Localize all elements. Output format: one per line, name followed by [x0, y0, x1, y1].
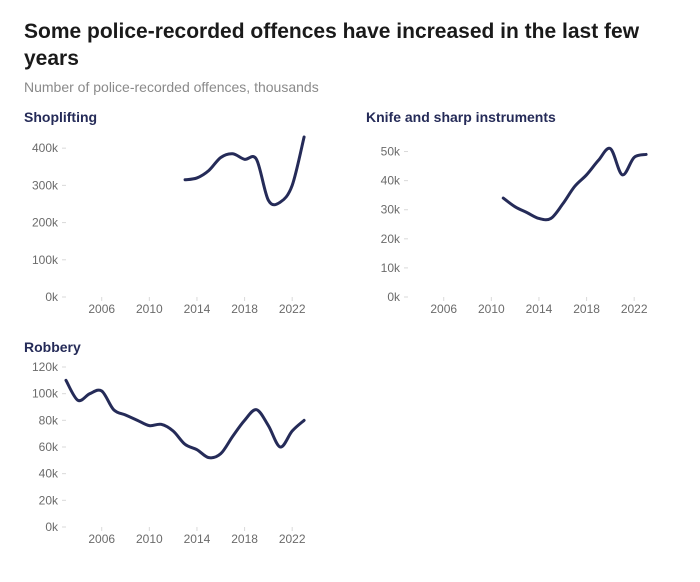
series-line-shoplifting — [185, 137, 304, 205]
x-tick-label: 2014 — [184, 302, 211, 316]
x-tick-label: 2022 — [279, 532, 306, 546]
y-tick-label: 50k — [381, 144, 401, 158]
x-tick-label: 2022 — [279, 302, 306, 316]
chart-svg-shoplifting: 0k 100k 200k 300k 400k 2006 2010 2014 2018 2022 — [24, 131, 324, 321]
panel-title-knife: Knife and sharp instruments — [366, 109, 676, 125]
series-line-knife — [503, 148, 646, 220]
chart-panel-robbery: Robbery 0k 20k 40k 60k 80k 100k 120k 2006 2010 201… — [24, 339, 334, 551]
page-subtitle: Number of police-recorded offences, thou… — [24, 79, 676, 95]
y-tick-label: 400k — [32, 141, 59, 155]
x-tick-label: 2018 — [231, 532, 258, 546]
x-tick-label: 2014 — [184, 532, 211, 546]
chart-grid: Shoplifting 0k 100k 200k 300k 400k 2006 2010 201… — [24, 109, 676, 551]
y-tick-label: 0k — [387, 290, 401, 304]
x-tick-label: 2018 — [573, 302, 600, 316]
chart-panel-knife: Knife and sharp instruments 0k 10k 20k 30k 40… — [366, 109, 676, 321]
chart-svg-robbery: 0k 20k 40k 60k 80k 100k 120k 2006 2010 2014 2018 20… — [24, 361, 324, 551]
y-tick-label: 100k — [32, 252, 59, 266]
y-tick-label: 60k — [39, 440, 59, 454]
y-tick-label: 40k — [39, 466, 59, 480]
y-tick-label: 120k — [32, 361, 59, 374]
y-tick-label: 20k — [381, 231, 401, 245]
y-tick-label: 300k — [32, 178, 59, 192]
y-tick-label: 80k — [39, 413, 59, 427]
x-tick-label: 2010 — [136, 302, 163, 316]
panel-title-robbery: Robbery — [24, 339, 334, 355]
panel-title-shoplifting: Shoplifting — [24, 109, 334, 125]
y-tick-label: 10k — [381, 261, 401, 275]
chart-svg-knife: 0k 10k 20k 30k 40k 50k 2006 2010 2014 2018 2022 — [366, 131, 666, 321]
x-tick-label: 2022 — [621, 302, 648, 316]
y-tick-label: 100k — [32, 386, 59, 400]
x-tick-label: 2018 — [231, 302, 258, 316]
y-tick-label: 20k — [39, 493, 59, 507]
chart-panel-shoplifting: Shoplifting 0k 100k 200k 300k 400k 2006 2010 201… — [24, 109, 334, 321]
y-tick-label: 0k — [45, 290, 59, 304]
series-line-robbery — [66, 380, 304, 458]
x-tick-label: 2014 — [526, 302, 553, 316]
x-tick-label: 2006 — [430, 302, 457, 316]
x-tick-label: 2006 — [88, 302, 115, 316]
y-tick-label: 40k — [381, 173, 401, 187]
y-tick-label: 200k — [32, 215, 59, 229]
x-tick-label: 2010 — [136, 532, 163, 546]
y-tick-label: 30k — [381, 202, 401, 216]
page-title: Some police-recorded offences have incre… — [24, 18, 676, 73]
x-tick-label: 2006 — [88, 532, 115, 546]
x-tick-label: 2010 — [478, 302, 505, 316]
y-tick-label: 0k — [45, 520, 59, 534]
